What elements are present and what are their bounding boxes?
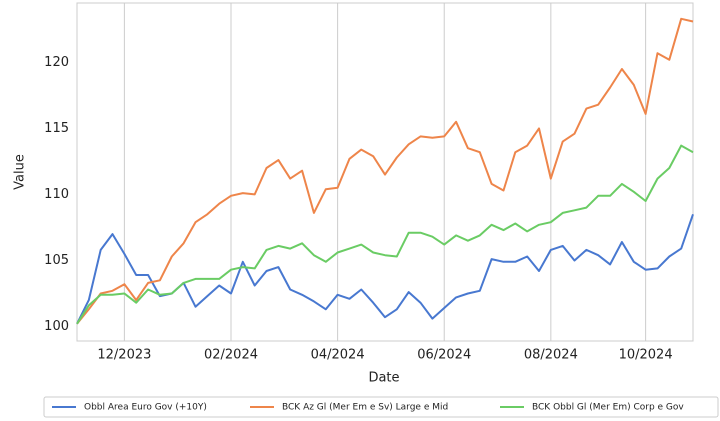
series-line (76, 213, 694, 325)
x-tick-label: 10/2024 (619, 348, 673, 363)
x-tick-label: 06/2024 (417, 348, 471, 363)
legend-label: Obbl Area Euro Gov (+10Y) (84, 403, 207, 413)
legend-box (43, 396, 719, 418)
legend-label: BCK Obbl Gl (Mer Em) Corp e Gov (532, 403, 684, 413)
x-tick-label: 02/2024 (204, 348, 258, 363)
y-tick-label: 115 (44, 121, 69, 136)
x-axis-label: Date (368, 371, 399, 386)
legend-label: BCK Az Gl (Mer Em e Sv) Large e Mid (282, 403, 448, 413)
x-tick-label: 08/2024 (524, 348, 578, 363)
y-axis-label: Value (13, 154, 28, 190)
y-tick-label: 120 (44, 55, 69, 70)
y-tick-label: 105 (44, 253, 69, 268)
plot-frame (76, 2, 694, 342)
series-line (76, 144, 694, 325)
series-line (76, 17, 694, 325)
x-tick-label: 12/2023 (97, 348, 151, 363)
x-tick-label: 04/2024 (311, 348, 365, 363)
y-tick-label: 110 (44, 187, 69, 202)
y-tick-label: 100 (44, 319, 69, 334)
